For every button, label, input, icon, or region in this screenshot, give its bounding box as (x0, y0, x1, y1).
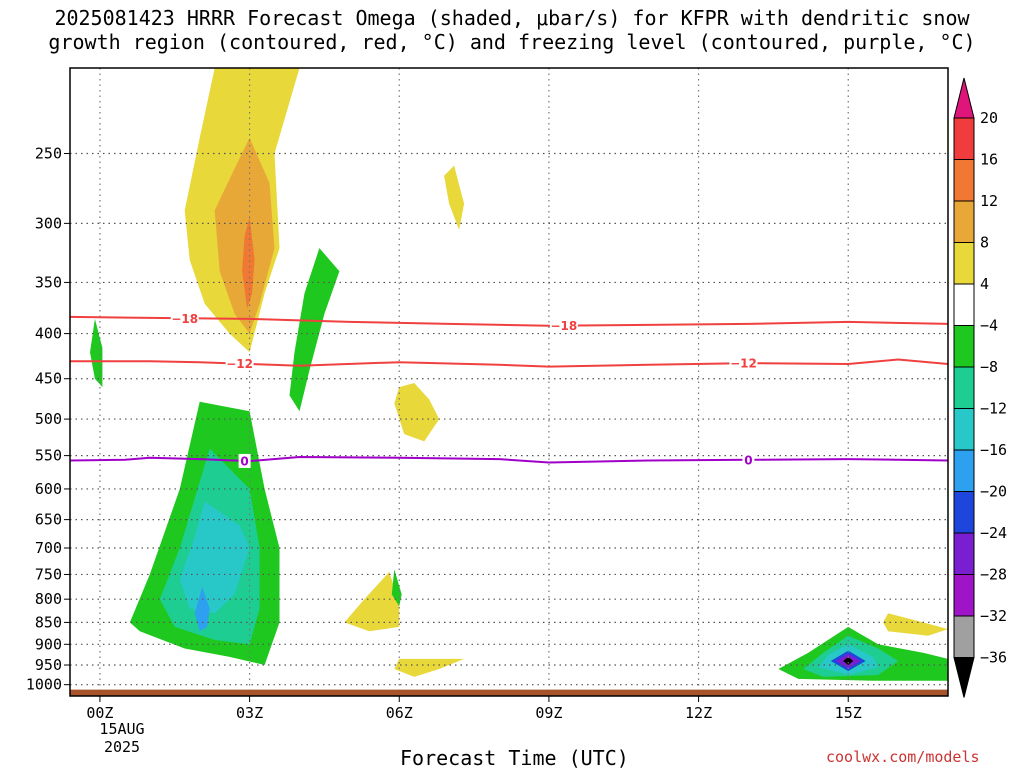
omega-region-9 (289, 248, 340, 412)
y-tick-label-600: 600 (35, 480, 62, 498)
contour-label-bg (225, 356, 254, 371)
terrain-ground (70, 689, 948, 696)
y-tick-label-500: 500 (35, 410, 62, 428)
colorbar-label--4: −4 (980, 317, 998, 335)
date-label-year: 2025 (103, 738, 141, 756)
colorbar-bin-4-8 (953, 242, 975, 285)
colorbar-bin--8--4 (953, 325, 975, 368)
colorbar-bin-8-12 (953, 200, 975, 243)
colorbar-cap-bottom (953, 657, 975, 698)
colorbar-label-4: 4 (980, 275, 989, 293)
x-axis-title: Forecast Time (UTC) (400, 746, 629, 770)
contour-line--12 (70, 358, 948, 368)
y-tick-label-300: 300 (35, 214, 62, 232)
omega-region-20 (843, 656, 854, 665)
omega-region-12 (179, 501, 250, 614)
contour-lines: −18 −18 −12 −12 0 0 (70, 311, 948, 468)
y-tick-label-550: 550 (35, 447, 62, 465)
chart-title-line1: 2025081423 HRRR Forecast Omega (shaded, … (54, 6, 970, 30)
colorbar-bin-12-16 (953, 159, 975, 202)
omega-region-2 (242, 216, 255, 309)
chart-title: 2025081423 HRRR Forecast Omega (shaded, … (0, 6, 1024, 54)
y-tick-label-750: 750 (35, 565, 62, 583)
colorbar-bin--4-4 (953, 283, 975, 326)
contour-label-bg (549, 318, 578, 333)
colorbar-bin--12--8 (953, 366, 975, 409)
plot-frame (69, 67, 949, 697)
y-tick-label-450: 450 (35, 370, 62, 388)
contour-label-bg (729, 356, 758, 371)
date-label-day: 15AUG (99, 720, 145, 738)
x-tick-label-12Z: 12Z (685, 704, 712, 722)
x-tick-label-03Z: 03Z (236, 704, 263, 722)
omega-region-8 (90, 318, 103, 388)
omega-region-13 (194, 587, 210, 632)
date-label: 15AUG 2025 (92, 720, 152, 756)
omega-region-1 (214, 137, 275, 334)
colorbar-label-12: 12 (980, 192, 998, 210)
colorbar-bin--24--20 (953, 491, 975, 534)
omega-region-7 (883, 613, 948, 636)
chart-title-line2: growth region (contoured, red, °C) and f… (48, 30, 976, 54)
y-tick-label-800: 800 (35, 590, 62, 608)
colorbar-label--28: −28 (980, 566, 1007, 584)
colorbar-bin--36--32 (953, 615, 975, 658)
y-tick-label-650: 650 (35, 511, 62, 529)
grid (70, 68, 948, 696)
omega-region-5 (344, 571, 400, 632)
x-tick-label-09Z: 09Z (535, 704, 562, 722)
x-tick-label-00Z: 00Z (86, 704, 113, 722)
colorbar-label-16: 16 (980, 151, 998, 169)
y-tick-label-400: 400 (35, 325, 62, 343)
colorbar-label--8: −8 (980, 358, 998, 376)
y-tick-label-900: 900 (35, 635, 62, 653)
y-tick-label-250: 250 (35, 144, 62, 162)
credit-link[interactable]: coolwx.com/models (826, 748, 980, 766)
colorbar-label-20: 20 (980, 109, 998, 127)
plot-area: −18 −18 −12 −12 0 0 (70, 68, 948, 696)
colorbar-cap-top (953, 77, 975, 119)
colorbar: 20 16 12 8 4 −4 −8 −12 −16 −20 −24 −28 −32 −36 (953, 77, 1007, 698)
x-tick-label-15Z: 15Z (835, 704, 862, 722)
omega-region-6 (394, 658, 465, 677)
colorbar-bin--28--24 (953, 532, 975, 575)
colorbar-bin--20--16 (953, 449, 975, 492)
y-tick-label-350: 350 (35, 273, 62, 291)
contour-label-0-1: 0 (744, 453, 752, 467)
contour-line--18 (70, 315, 948, 327)
contour-label-0-0: 0 (240, 454, 248, 468)
y-tick-label-700: 700 (35, 539, 62, 557)
y-tick-label-850: 850 (35, 613, 62, 631)
colorbar-bin-16-20 (953, 117, 975, 160)
contour-label--18-0: −18 (171, 312, 198, 326)
colorbar-label-8: 8 (980, 234, 989, 252)
colorbar-label--36: −36 (980, 649, 1007, 667)
omega-region-4 (394, 383, 440, 442)
colorbar-label--20: −20 (980, 483, 1007, 501)
x-tick-label-06Z: 06Z (386, 704, 413, 722)
y-tick-label-1000: 1000 (26, 676, 62, 694)
omega-shading (90, 68, 948, 681)
colorbar-label--12: −12 (980, 400, 1007, 418)
colorbar-bin--32--28 (953, 574, 975, 617)
contour-label-bg (170, 311, 199, 326)
contour-label--12-0: −12 (226, 357, 253, 371)
colorbar-label--16: −16 (980, 441, 1007, 459)
axes: 250 300 350 400 450 500 550 600 650 700 750 800 850 9… (26, 67, 949, 722)
y-tick-label-950: 950 (35, 656, 62, 674)
contour-label--12-1: −12 (730, 357, 757, 371)
contour-label--18-1: −18 (550, 319, 577, 333)
colorbar-label--32: −32 (980, 607, 1007, 625)
contour-label-bg (238, 453, 251, 468)
colorbar-label--24: −24 (980, 524, 1007, 542)
colorbar-bin--16--12 (953, 408, 975, 451)
omega-region-3 (444, 165, 465, 230)
contour-label-bg (742, 452, 755, 467)
